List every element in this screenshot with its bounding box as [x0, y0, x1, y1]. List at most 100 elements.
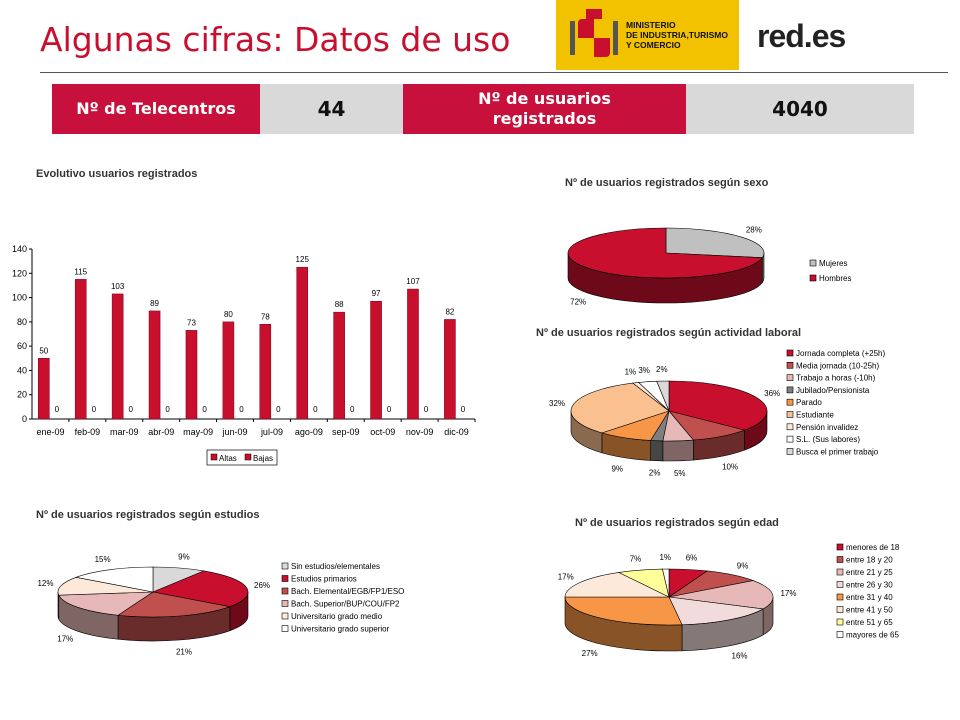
legend-swatch	[836, 606, 844, 613]
data-label-bajas: 0	[276, 405, 281, 414]
y-tick-label: 20	[17, 390, 27, 400]
legend-swatch	[786, 398, 794, 406]
data-label-altas: 97	[372, 289, 381, 298]
bar-altas	[259, 324, 272, 420]
pie-value-label: 2%	[656, 365, 668, 374]
legend-label: entre 41 y 50	[846, 606, 893, 615]
legend-label: entre 51 y 65	[846, 618, 893, 627]
bar-altas	[407, 288, 419, 420]
x-tick-label: oct-09	[370, 427, 395, 437]
pie-slice	[567, 227, 763, 279]
legend-label: Sin estudios/elementales	[291, 562, 380, 571]
coat-of-arms-icon	[570, 9, 618, 57]
legend-label: Mujeres	[819, 259, 847, 268]
data-label-altas: 78	[261, 312, 270, 321]
x-tick-label: sep-09	[332, 427, 360, 437]
data-label-bajas: 0	[239, 405, 244, 414]
legend-label: Busca el primer trabajo	[796, 447, 879, 456]
pie-value-label: 7%	[630, 555, 642, 564]
pie-slice	[662, 568, 670, 598]
pie-value-label: 36%	[764, 389, 780, 398]
legend-swatch	[836, 543, 844, 551]
pie-slice	[668, 380, 768, 431]
legend-swatch	[281, 575, 289, 582]
legend-swatch	[786, 411, 794, 418]
data-label-bajas: 0	[424, 405, 429, 414]
pie-value-label: 26%	[254, 581, 270, 590]
legend-label: Pensión invalidez	[796, 423, 858, 432]
data-label-bajas: 0	[202, 405, 207, 414]
pie-slice	[75, 566, 154, 593]
x-tick-label: nov-09	[406, 427, 434, 437]
chart-title-estudios: Nº de usuarios registrados según estudio…	[36, 509, 260, 521]
pie-slice	[564, 596, 683, 626]
legend-swatch	[210, 453, 218, 461]
bar-altas	[148, 310, 161, 420]
legend-label: Parado	[796, 398, 822, 407]
legend-swatch	[281, 612, 289, 620]
y-tick-label: 140	[12, 244, 27, 254]
pie-value-label: 12%	[37, 579, 53, 588]
pie-value-label: 10%	[722, 462, 738, 471]
pie-slice	[665, 227, 765, 258]
legend-swatch	[786, 448, 794, 455]
data-label-bajas: 0	[165, 405, 170, 414]
pie-value-label: 9%	[737, 561, 749, 570]
data-label-altas: 103	[111, 282, 125, 291]
ministry-logo: MINISTERIO DE INDUSTRIA,TURISMO Y COMERC…	[556, 0, 739, 70]
legend-label: Jubilado/Pensionista	[796, 386, 870, 395]
legend-label: Hombres	[819, 274, 851, 283]
data-label-altas: 115	[74, 267, 87, 276]
bar-altas	[185, 330, 198, 420]
data-label-altas: 88	[335, 300, 344, 309]
data-label-bajas: 0	[92, 405, 97, 414]
pie-value-label: 72%	[570, 298, 586, 307]
legend-swatch	[281, 625, 289, 632]
x-tick-label: may-09	[183, 427, 213, 437]
legend-label: Universitario grado medio	[291, 612, 383, 621]
pie-value-label: 2%	[649, 469, 661, 478]
legend-swatch	[836, 581, 844, 588]
bar-altas	[333, 311, 345, 420]
kpi-telecentros-label: Nº de Telecentros	[52, 84, 260, 134]
legend-swatch	[809, 259, 817, 267]
x-tick-label: ago-09	[295, 427, 323, 437]
pie-slice	[564, 572, 670, 598]
ministry-logo-line: Y COMERCIO	[626, 40, 681, 50]
y-tick-label: 0	[22, 414, 27, 424]
legend-label: Jornada completa (+25h)	[796, 349, 886, 358]
legend-swatch	[836, 631, 844, 638]
kpi-usuarios-label: Nº de usuarios registrados	[403, 84, 686, 134]
bar-altas	[444, 319, 456, 420]
legend-swatch	[786, 361, 794, 369]
legend-swatch	[786, 349, 794, 357]
bar-altas	[296, 266, 309, 420]
pie-value-label: 27%	[582, 649, 598, 658]
ministry-logo-line: MINISTERIO	[626, 20, 676, 30]
y-tick-label: 60	[17, 341, 27, 351]
chart-title-edad: Nº de usuarios registrados según edad	[575, 517, 779, 529]
y-tick-label: 120	[12, 268, 27, 278]
legend-label: Bach. Elemental/EGB/FP1/ESO	[291, 587, 404, 596]
data-label-altas: 107	[406, 277, 420, 286]
data-label-altas: 50	[39, 346, 48, 355]
pie-slice	[117, 591, 231, 618]
ministry-logo-line: DE INDUSTRIA,TURISMO	[626, 30, 728, 40]
data-label-altas: 80	[224, 310, 233, 319]
pie-slice	[570, 382, 670, 434]
data-label-bajas: 0	[128, 405, 133, 414]
header-divider	[40, 72, 948, 73]
legend-swatch	[836, 556, 844, 563]
chart-title-actividad: Nº de usuarios registrados según activid…	[536, 327, 802, 339]
legend-label: Estudiante	[796, 411, 834, 420]
legend-swatch	[836, 618, 844, 626]
legend-label: mayores de 65	[846, 631, 899, 640]
page-title: Algunas cifras: Datos de uso	[40, 20, 511, 59]
pie-value-label: 6%	[686, 554, 698, 563]
y-tick-label: 100	[12, 293, 27, 303]
legend-label: entre 18 y 20	[846, 556, 893, 565]
pie-value-label: 17%	[558, 573, 574, 582]
